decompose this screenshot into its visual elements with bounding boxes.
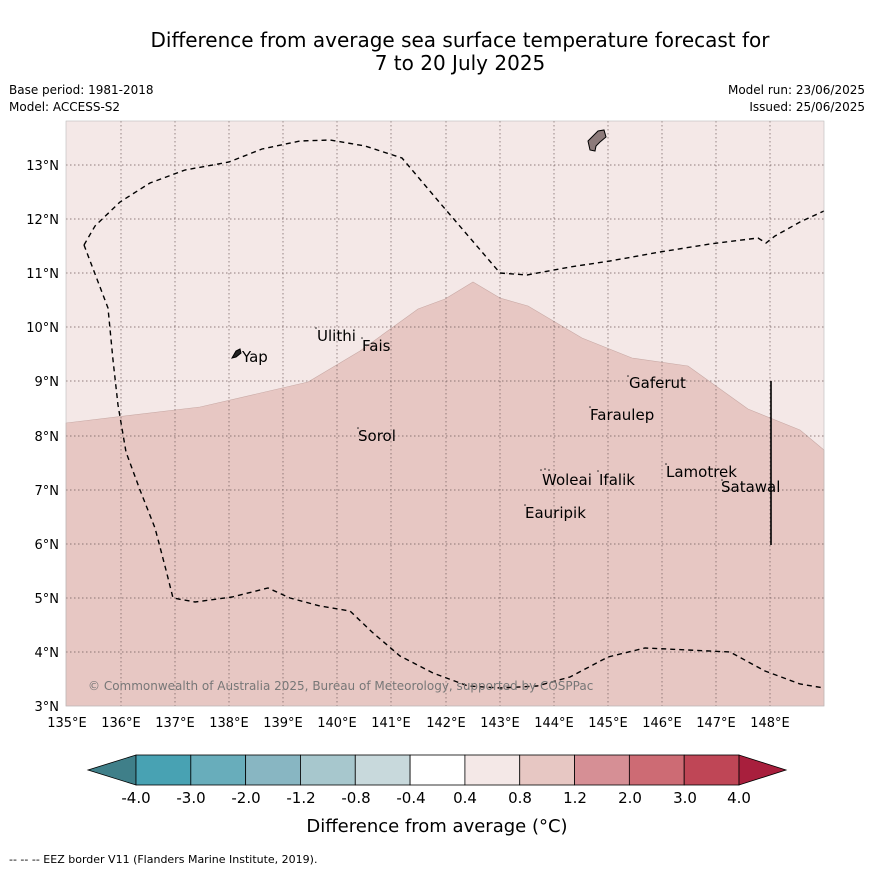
- lat-tick-label: 11°N: [26, 267, 59, 282]
- colorbar-tick-label: -3.0: [176, 789, 205, 807]
- colorbar-tick-label: 0.8: [508, 789, 532, 807]
- place-label-eauripik: Eauripik: [525, 504, 586, 522]
- lon-tick-label: 144°E: [534, 716, 574, 731]
- place-label-satawal: Satawal: [721, 478, 780, 496]
- colorbar-segment: [464, 754, 521, 786]
- colorbar-tick-label: 3.0: [673, 789, 697, 807]
- model-name: Model: ACCESS-S2: [9, 100, 121, 114]
- colorbar-extend-low: [86, 754, 137, 786]
- colorbar-extend-high: [738, 754, 788, 786]
- place-label-ifalik: Ifalik: [599, 471, 635, 489]
- copyright-notice: © Commonwealth of Australia 2025, Bureau…: [88, 679, 593, 693]
- colorbar-segment: [245, 754, 301, 786]
- map-title-line2: 7 to 20 July 2025: [374, 51, 546, 75]
- lon-tick-label: 145°E: [588, 716, 628, 731]
- lon-tick-label: 138°E: [209, 716, 249, 731]
- place-label-woleai: Woleai: [542, 471, 592, 489]
- colorbar-segment: [519, 754, 575, 786]
- colorbar-segment: [135, 754, 192, 786]
- colorbar-tick-label: 4.0: [727, 789, 751, 807]
- colorbar-segment: [574, 754, 630, 786]
- colorbar-tick-label: -1.2: [286, 789, 315, 807]
- place-label-faraulep: Faraulep: [590, 406, 654, 424]
- colorbar-labels: -4.0 -3.0 -2.0 -1.2 -0.8 -0.4 0.4 0.8 1.…: [121, 789, 751, 807]
- colorbar-tick-label: 2.0: [618, 789, 642, 807]
- lat-tick-label: 6°N: [35, 538, 60, 553]
- issued-date: Issued: 25/06/2025: [749, 100, 865, 114]
- place-label-yap: Yap: [241, 348, 268, 366]
- place-label-gaferut: Gaferut: [629, 374, 686, 392]
- lat-tick-label: 10°N: [26, 321, 59, 336]
- guam-landmass: [587, 129, 607, 152]
- lat-tick-label: 5°N: [35, 592, 60, 607]
- yap-landmass: [230, 348, 242, 359]
- model-run: Model run: 23/06/2025: [727, 83, 865, 97]
- colorbar-segment: [683, 754, 740, 786]
- lon-tick-label: 143°E: [480, 716, 520, 731]
- lat-tick-label: 13°N: [26, 159, 59, 174]
- lon-tick-label: 146°E: [642, 716, 682, 731]
- colorbar-segment: [354, 754, 411, 786]
- colorbar-tick-label: -0.8: [341, 789, 370, 807]
- lat-tick-label: 9°N: [35, 375, 60, 390]
- lat-tick-label: 4°N: [35, 646, 60, 661]
- lon-tick-label: 142°E: [426, 716, 466, 731]
- colorbar-tick-label: -2.0: [231, 789, 260, 807]
- grid-lines: [66, 121, 824, 706]
- island-dots: [315, 327, 723, 506]
- latitude-ticks: 3°N 4°N 5°N 6°N 7°N 8°N 9°N 10°N 11°N 12…: [26, 159, 59, 715]
- colorbar-tick-label: -0.4: [396, 789, 425, 807]
- colorbar-segment: [628, 754, 685, 786]
- lat-tick-label: 7°N: [35, 484, 60, 499]
- longitude-ticks: 135°E 136°E 137°E 138°E 139°E 140°E 141°…: [47, 716, 790, 731]
- colorbar-segment: [190, 754, 247, 786]
- map-frame: [65, 120, 825, 707]
- lon-tick-label: 139°E: [263, 716, 303, 731]
- lon-tick-label: 148°E: [750, 716, 790, 731]
- eez-border-line: [83, 139, 825, 276]
- colorbar-tick-label: 1.2: [563, 789, 587, 807]
- lon-tick-label: 141°E: [371, 716, 411, 731]
- colorbar-segment: [409, 754, 466, 786]
- base-period: Base period: 1981-2018: [9, 83, 154, 97]
- map-title-line1: Difference from average sea surface temp…: [150, 28, 770, 52]
- lon-tick-label: 135°E: [47, 716, 87, 731]
- place-labels: Yap Ulithi Fais Sorol Gaferut Faraulep W…: [241, 327, 780, 522]
- place-label-sorol: Sorol: [358, 427, 396, 445]
- colorbar-tick-label: 0.4: [453, 789, 477, 807]
- colorbar-title: Difference from average (°C): [306, 816, 567, 837]
- place-label-fais: Fais: [362, 337, 391, 355]
- colorbar: [86, 754, 788, 786]
- lat-tick-label: 12°N: [26, 213, 59, 228]
- lon-tick-label: 136°E: [101, 716, 141, 731]
- lat-tick-label: 3°N: [35, 700, 60, 715]
- lon-tick-label: 140°E: [317, 716, 357, 731]
- place-label-ulithi: Ulithi: [317, 327, 356, 345]
- lat-tick-label: 8°N: [35, 430, 60, 445]
- eez-source-note: -- -- -- EEZ border V11 (Flanders Marine…: [9, 853, 318, 866]
- lon-tick-label: 137°E: [155, 716, 195, 731]
- place-label-lamotrek: Lamotrek: [666, 463, 737, 481]
- colorbar-segment: [300, 754, 356, 786]
- colorbar-tick-label: -4.0: [121, 789, 150, 807]
- lon-tick-label: 147°E: [696, 716, 736, 731]
